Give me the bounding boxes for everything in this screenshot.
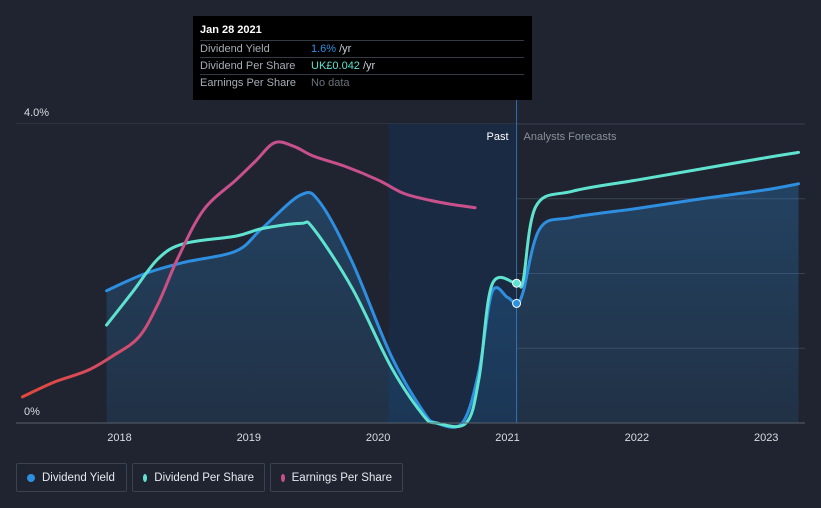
tooltip-value-text: 1.6% (311, 43, 337, 55)
tooltip-box: Jan 28 2021 Dividend Yield 1.6%/yr Divid… (193, 16, 532, 100)
dividend-yield-area (106, 183, 799, 428)
y-tick-label: 4.0% (24, 107, 49, 119)
y-tick-label: 0% (24, 406, 40, 418)
tooltip-unit: /yr (339, 43, 352, 55)
x-tick-label: 2021 (495, 432, 519, 444)
legend-item-dividend-yield[interactable]: Dividend Yield (16, 463, 127, 492)
tooltip-row-dividend-per-share: Dividend Per Share UK£0.042/yr (200, 57, 524, 75)
legend-label: Dividend Per Share (154, 471, 254, 484)
x-tick-label: 2023 (754, 432, 778, 444)
legend-label: Dividend Yield (42, 471, 115, 484)
x-tick-label: 2018 (107, 432, 131, 444)
legend-label: Earnings Per Share (291, 471, 392, 484)
tooltip-row-earnings-per-share: Earnings Per Share No data (200, 74, 524, 92)
legend-item-earnings-per-share[interactable]: Earnings Per Share (270, 463, 403, 492)
tooltip-label: Earnings Per Share (200, 77, 296, 89)
x-tick-label: 2019 (237, 432, 261, 444)
past-label: Past (487, 131, 509, 143)
x-tick-label: 2020 (366, 432, 390, 444)
tooltip-value-text: UK£0.042 (311, 60, 360, 72)
tooltip-value: UK£0.042/yr (311, 60, 375, 72)
hover-marker (512, 298, 522, 308)
axes: 2018 2019 2020 2021 2022 2023 4.0% 0% (16, 107, 805, 444)
tooltip-row-dividend-yield: Dividend Yield 1.6%/yr (200, 40, 524, 58)
tooltip-label: Dividend Per Share (200, 60, 296, 72)
tooltip-unit: /yr (362, 60, 376, 72)
tooltip-value-text: No data (311, 77, 350, 89)
hover-markers (512, 278, 522, 308)
legend-dot-icon (143, 473, 148, 482)
tooltip-value: 1.6%/yr (311, 43, 351, 55)
tooltip-value: No data (311, 77, 353, 89)
tooltip-label: Dividend Yield (200, 43, 270, 55)
legend-dot-icon (281, 473, 285, 482)
forecast-label: Analysts Forecasts (524, 131, 617, 143)
tooltip-date: Jan 28 2021 (200, 24, 262, 36)
legend-dot-icon (27, 473, 35, 482)
x-tick-label: 2022 (625, 432, 649, 444)
hover-marker (512, 278, 522, 288)
earnings-per-share-line (20, 140, 477, 399)
legend-item-dividend-per-share[interactable]: Dividend Per Share (132, 463, 265, 492)
